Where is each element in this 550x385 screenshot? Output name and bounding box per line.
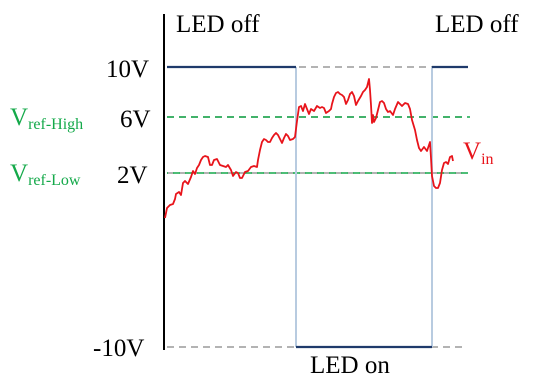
tick-label-10v: 10V: [106, 56, 149, 83]
led-on-label: LED on: [310, 352, 390, 379]
vin-signal-curve: [164, 78, 454, 219]
led-off-right-label: LED off: [435, 11, 519, 38]
tick-label-6v: 6V: [120, 106, 151, 133]
vref-low-label: Vref-Low: [10, 160, 81, 189]
tick-label-2v: 2V: [117, 162, 148, 189]
led-off-left-label: LED off: [176, 11, 260, 38]
vin-label: Vin: [463, 138, 494, 168]
vref-high-label: Vref-High: [10, 104, 83, 133]
tick-label-neg10v: -10V: [93, 335, 144, 362]
